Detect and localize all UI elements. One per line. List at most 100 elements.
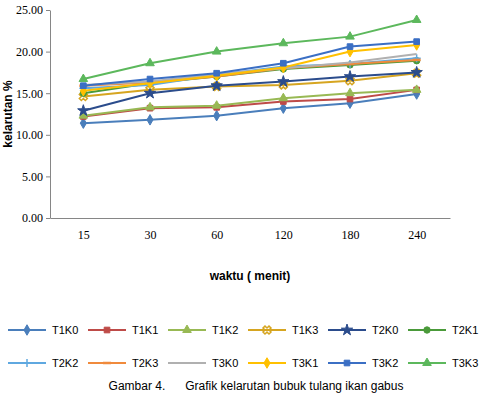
tick-label: 0.00 [22, 211, 43, 225]
tick-label: 20.00 [16, 45, 43, 59]
legend-marker [23, 359, 31, 367]
marker [414, 40, 420, 51]
line [83, 90, 416, 117]
marker [214, 110, 220, 121]
marker [347, 96, 353, 102]
line [83, 72, 416, 110]
marker [147, 76, 153, 82]
marker [79, 74, 88, 81]
legend-marker [424, 327, 430, 333]
marker [212, 47, 221, 54]
legend-label: T2K2 [52, 357, 78, 369]
tick-mark [46, 10, 50, 11]
tick-mark [46, 135, 50, 136]
tick: 15 [78, 218, 90, 242]
marker [214, 70, 220, 76]
x-axis-title: waktu ( menit) [209, 269, 291, 283]
legend-item: T2K3 [88, 357, 158, 369]
marker [413, 59, 421, 62]
legend-label: T1K0 [52, 324, 78, 336]
line [83, 58, 416, 88]
tick-label: 10.00 [16, 128, 43, 142]
legend-item: T3K3 [408, 357, 478, 369]
legend-item: T2K2 [8, 357, 78, 369]
plot: 0.00 5.00 10.00 15.00 20.00 25.00 15 30 60 120 180… [16, 3, 451, 241]
tick-label: 30 [145, 228, 157, 242]
marker [146, 102, 155, 109]
axis-line [50, 11, 51, 219]
tick: 15.00 [16, 87, 50, 101]
legend-label: T2K1 [452, 324, 478, 336]
marker [279, 93, 288, 100]
series [81, 39, 420, 89]
tick: 5.00 [22, 170, 50, 184]
chart: 0.00 5.00 10.00 15.00 20.00 25.00 15 30 60 120 180… [0, 0, 492, 398]
legend-marker [24, 325, 30, 336]
legend-label: T3K1 [292, 357, 318, 369]
marker [346, 88, 355, 95]
legend-marker [264, 358, 270, 369]
marker [147, 115, 153, 126]
tick-label: 120 [275, 228, 293, 242]
legend-marker [344, 360, 350, 366]
legend-label: T3K3 [452, 357, 478, 369]
series-area [77, 15, 422, 128]
tick: 180 [342, 218, 360, 242]
legend-label: T2K3 [132, 357, 158, 369]
tick-mark [46, 176, 50, 177]
legend-label: T2K0 [372, 324, 398, 336]
legend-marker [183, 325, 192, 332]
tick: 60 [211, 218, 223, 242]
legend-label: T1K3 [292, 324, 318, 336]
marker [413, 54, 421, 62]
legend-marker [341, 324, 352, 335]
series [79, 15, 421, 82]
tick-label: 180 [342, 228, 360, 242]
marker [81, 83, 87, 89]
tick-label: 240 [408, 228, 426, 242]
tick: 10.00 [16, 128, 50, 142]
legend: T1K0 T1K1 T1K2 T1K3 T2K0 T2K1 T2K2 T2K3 T3K0 T3K1… [8, 324, 478, 369]
legend-label: T1K1 [132, 324, 158, 336]
legend-marker [103, 362, 111, 365]
marker [414, 39, 420, 45]
marker [146, 58, 155, 65]
legend-marker [423, 358, 432, 365]
line [83, 20, 416, 79]
marker [214, 70, 220, 81]
tick: 0.00 [22, 211, 50, 225]
legend-label: T1K2 [212, 324, 238, 336]
legend-marker [261, 324, 273, 336]
tick-label: 5.00 [22, 170, 43, 184]
legend-item: T1K3 [248, 324, 318, 336]
x-axis: 15 30 60 120 180 240 [51, 218, 451, 242]
legend-item: T2K1 [408, 324, 478, 336]
marker [281, 60, 287, 66]
legend-marker [104, 327, 110, 333]
marker [278, 76, 289, 87]
line [83, 90, 416, 116]
legend-label: T3K2 [372, 357, 398, 369]
series [79, 54, 420, 92]
marker [412, 15, 421, 22]
marker [344, 71, 355, 82]
tick-mark [46, 218, 50, 219]
marker [212, 101, 221, 108]
tick: 30 [145, 218, 157, 242]
tick: 120 [275, 218, 293, 242]
marker [279, 38, 288, 45]
tick: 25.00 [16, 3, 50, 17]
legend-label: T3K0 [212, 357, 238, 369]
caption: Gambar 4. Grafik kelarutan bubuk tulang … [109, 379, 404, 393]
y-axis-title: kelarutan % [1, 80, 15, 148]
marker [346, 32, 355, 39]
legend-item: T3K0 [168, 357, 238, 369]
y-axis: 0.00 5.00 10.00 15.00 20.00 25.00 [16, 3, 51, 225]
marker [347, 44, 353, 50]
series [80, 89, 419, 129]
legend-line [168, 362, 206, 364]
tick: 20.00 [16, 45, 50, 59]
tick-label: 15.00 [16, 87, 43, 101]
axis-line [51, 218, 451, 219]
tick-label: 60 [211, 228, 223, 242]
